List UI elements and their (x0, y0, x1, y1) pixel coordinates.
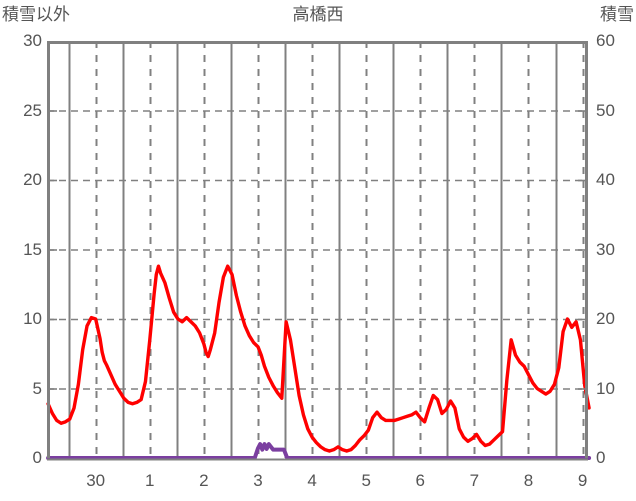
right-tick-label: 50 (596, 100, 615, 120)
plot-frame (47, 41, 588, 461)
series-line-2 (46, 442, 592, 460)
x-tick-label: 6 (415, 471, 426, 490)
left-tick-label: 10 (23, 309, 42, 328)
right-tick-label: 30 (596, 239, 615, 259)
x-tick-label: 5 (361, 471, 371, 490)
x-tick-label: 1 (145, 471, 155, 490)
x-tick-label: 9 (577, 471, 588, 490)
right-tick-label: 0 (596, 448, 606, 467)
left-tick-label: 25 (23, 100, 42, 120)
x-tick-label: 3 (253, 471, 263, 490)
x-tick-label: 8 (523, 471, 534, 490)
x-tick-label: 30 (86, 471, 106, 490)
right-tick-label: 60 (596, 31, 615, 50)
series-lines (46, 264, 592, 460)
grid-lines (47, 41, 588, 458)
right-axis-caption: 積雪 (600, 5, 634, 24)
right-tick-label: 10 (596, 378, 615, 398)
right-tick-label: 40 (596, 170, 615, 189)
x-tick-label: 2 (199, 471, 209, 490)
right-tick-label: 20 (596, 309, 615, 328)
x-tick-label: 7 (469, 471, 480, 490)
left-tick-label: 15 (23, 239, 42, 259)
left-tick-label: 20 (23, 170, 42, 189)
left-tick-label: 30 (23, 31, 42, 50)
left-tick-label: 5 (32, 378, 42, 398)
series-line-1 (46, 264, 591, 453)
left-axis-caption: 積雪以外 (2, 5, 70, 24)
left-tick-label: 0 (32, 448, 42, 467)
chart-title: 高橋西 (292, 5, 344, 24)
x-tick-label: 4 (307, 471, 317, 490)
